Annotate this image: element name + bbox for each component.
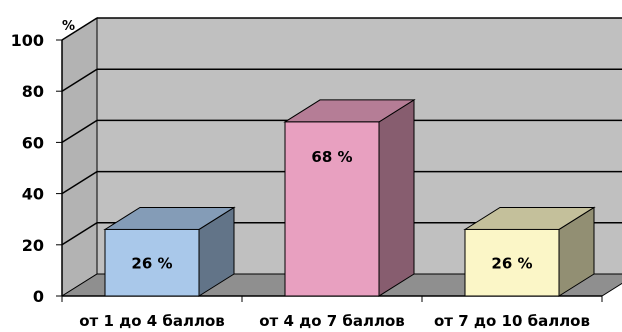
gridline-side-40 xyxy=(61,170,98,195)
bar-2: 68 % xyxy=(283,99,416,297)
y-tick-label: 60 xyxy=(22,133,44,152)
bar-front xyxy=(464,228,560,297)
category-labels: от 1 до 4 баллов от 4 до 7 баллов от 7 до … xyxy=(79,312,590,330)
bar-side xyxy=(378,99,415,297)
y-tick-label: 80 xyxy=(22,82,44,101)
bar-3: 26 % xyxy=(463,206,596,297)
category-label: от 7 до 10 баллов xyxy=(434,312,590,330)
data-label: 26 % xyxy=(131,255,172,273)
bar-1: 26 % xyxy=(103,206,236,297)
bars: 26 % 68 % 26 % xyxy=(103,99,596,297)
y-tick-label: 20 xyxy=(22,236,44,255)
data-label: 26 % xyxy=(491,255,532,273)
y-tick-label: 0 xyxy=(33,287,44,306)
gridline-side-20 xyxy=(61,222,98,246)
side-wall xyxy=(61,17,98,297)
gridline-side-100 xyxy=(61,17,98,41)
gridline-side-60 xyxy=(61,119,98,144)
y-tick-labels: 0 20 40 60 80 100 xyxy=(11,31,44,306)
category-label: от 1 до 4 баллов xyxy=(79,312,225,330)
category-label: от 4 до 7 баллов xyxy=(259,312,405,330)
bar-front xyxy=(104,228,200,297)
y-tick-label: 40 xyxy=(22,185,44,204)
y-axis-unit: % xyxy=(62,19,75,34)
y-tick-label: 100 xyxy=(11,31,44,50)
gridline-side-80 xyxy=(61,68,98,92)
data-label: 68 % xyxy=(311,148,352,166)
bar-front xyxy=(284,121,380,297)
